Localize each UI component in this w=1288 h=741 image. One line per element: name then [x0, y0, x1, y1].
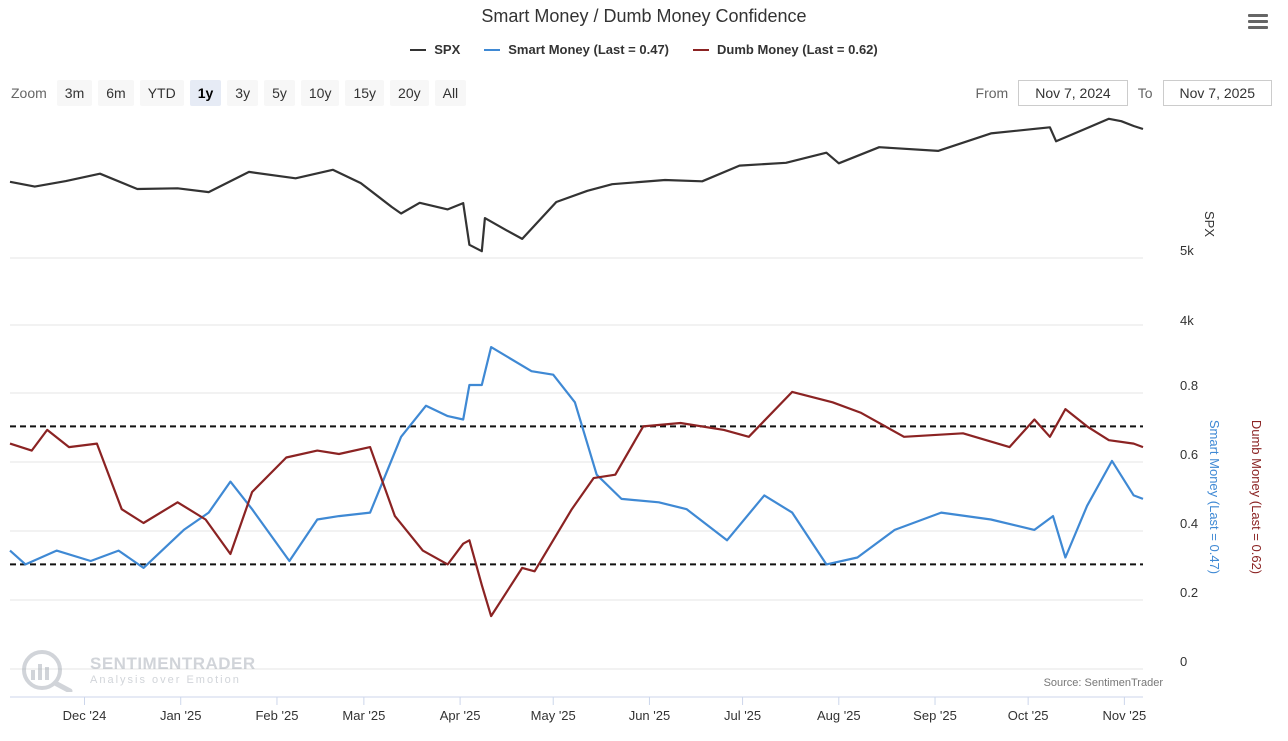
source-credit: Source: SentimenTrader	[1043, 677, 1163, 689]
x-tick-label: Jul '25	[724, 708, 761, 723]
to-date-input[interactable]: Nov 7, 2025	[1162, 80, 1272, 106]
hamburger-menu-icon[interactable]	[1248, 14, 1268, 32]
legend-item-dumb-money[interactable]: Dumb Money (Last = 0.62)	[693, 42, 878, 57]
zoom-label: Zoom	[11, 85, 47, 101]
smart-money-axis-title: Smart Money (Last = 0.47)	[1207, 420, 1222, 574]
zoom-button-3m[interactable]: 3m	[56, 80, 93, 106]
zoom-button-5y[interactable]: 5y	[264, 80, 295, 106]
spx-tick-label: 5k	[1180, 243, 1194, 258]
spx-line	[9, 117, 1144, 253]
zoom-button-6m[interactable]: 6m	[98, 80, 134, 106]
dumb-money-axis-title: Dumb Money (Last = 0.62)	[1249, 420, 1264, 574]
to-label: To	[1137, 85, 1153, 101]
legend-label-smart-money: Smart Money (Last = 0.47)	[508, 42, 670, 57]
legend-item-spx[interactable]: SPX	[410, 42, 460, 57]
x-tick-label: Oct '25	[1008, 708, 1049, 723]
confidence-tick-label: 0.8	[1180, 378, 1198, 393]
date-range: From Nov 7, 2024 To Nov 7, 2025	[976, 80, 1272, 106]
zoom-button-20y[interactable]: 20y	[390, 80, 429, 106]
from-label: From	[975, 85, 1009, 101]
legend-swatch-dumb-money	[693, 48, 710, 51]
x-tick-label: Jan '25	[160, 708, 202, 723]
confidence-tick-label: 0.6	[1180, 447, 1198, 462]
x-tick-label: Sep '25	[913, 708, 957, 723]
x-tick-label: Aug '25	[817, 708, 861, 723]
chart-legend: SPX Smart Money (Last = 0.47) Dumb Money…	[0, 42, 1288, 57]
legend-swatch-spx	[410, 48, 427, 51]
from-date-input[interactable]: Nov 7, 2024	[1018, 80, 1128, 106]
zoom-button-1y[interactable]: 1y	[189, 80, 222, 106]
zoom-bar: Zoom 3m 6m YTD 1y 3y 5y 10y 15y 20y All	[11, 80, 467, 106]
watermark: SENTIMENTRADER Analysis over Emotion	[18, 648, 256, 692]
x-tick-label: May '25	[531, 708, 576, 723]
x-tick-label: Jun '25	[629, 708, 671, 723]
magnifier-chart-icon	[22, 650, 73, 692]
spx-tick-label: 4k	[1180, 313, 1194, 328]
watermark-tagline: Analysis over Emotion	[90, 674, 241, 686]
legend-label-dumb-money: Dumb Money (Last = 0.62)	[717, 42, 878, 57]
x-tick-label: Apr '25	[440, 708, 481, 723]
confidence-tick-label: 0	[1180, 654, 1187, 669]
smart-money-line	[9, 346, 1144, 570]
watermark-name: SENTIMENTRADER	[90, 654, 256, 673]
x-tick-label: Feb '25	[255, 708, 298, 723]
dumb-money-line	[9, 390, 1144, 618]
zoom-button-3y[interactable]: 3y	[227, 80, 259, 106]
zoom-button-all[interactable]: All	[434, 80, 467, 106]
confidence-tick-label: 0.4	[1180, 516, 1198, 531]
zoom-button-10y[interactable]: 10y	[300, 80, 340, 106]
x-tick-label: Nov '25	[1103, 708, 1147, 723]
chart-title: Smart Money / Dumb Money Confidence	[481, 6, 807, 26]
legend-label-spx: SPX	[434, 42, 461, 57]
zoom-button-15y[interactable]: 15y	[345, 80, 385, 106]
zoom-button-ytd[interactable]: YTD	[139, 80, 184, 106]
x-tick-label: Dec '24	[63, 708, 107, 723]
x-tick-label: Mar '25	[342, 708, 385, 723]
legend-item-smart-money[interactable]: Smart Money (Last = 0.47)	[484, 42, 669, 57]
spx-axis-title: SPX	[1202, 211, 1217, 237]
legend-swatch-smart-money	[484, 48, 501, 51]
confidence-tick-label: 0.2	[1180, 585, 1198, 600]
